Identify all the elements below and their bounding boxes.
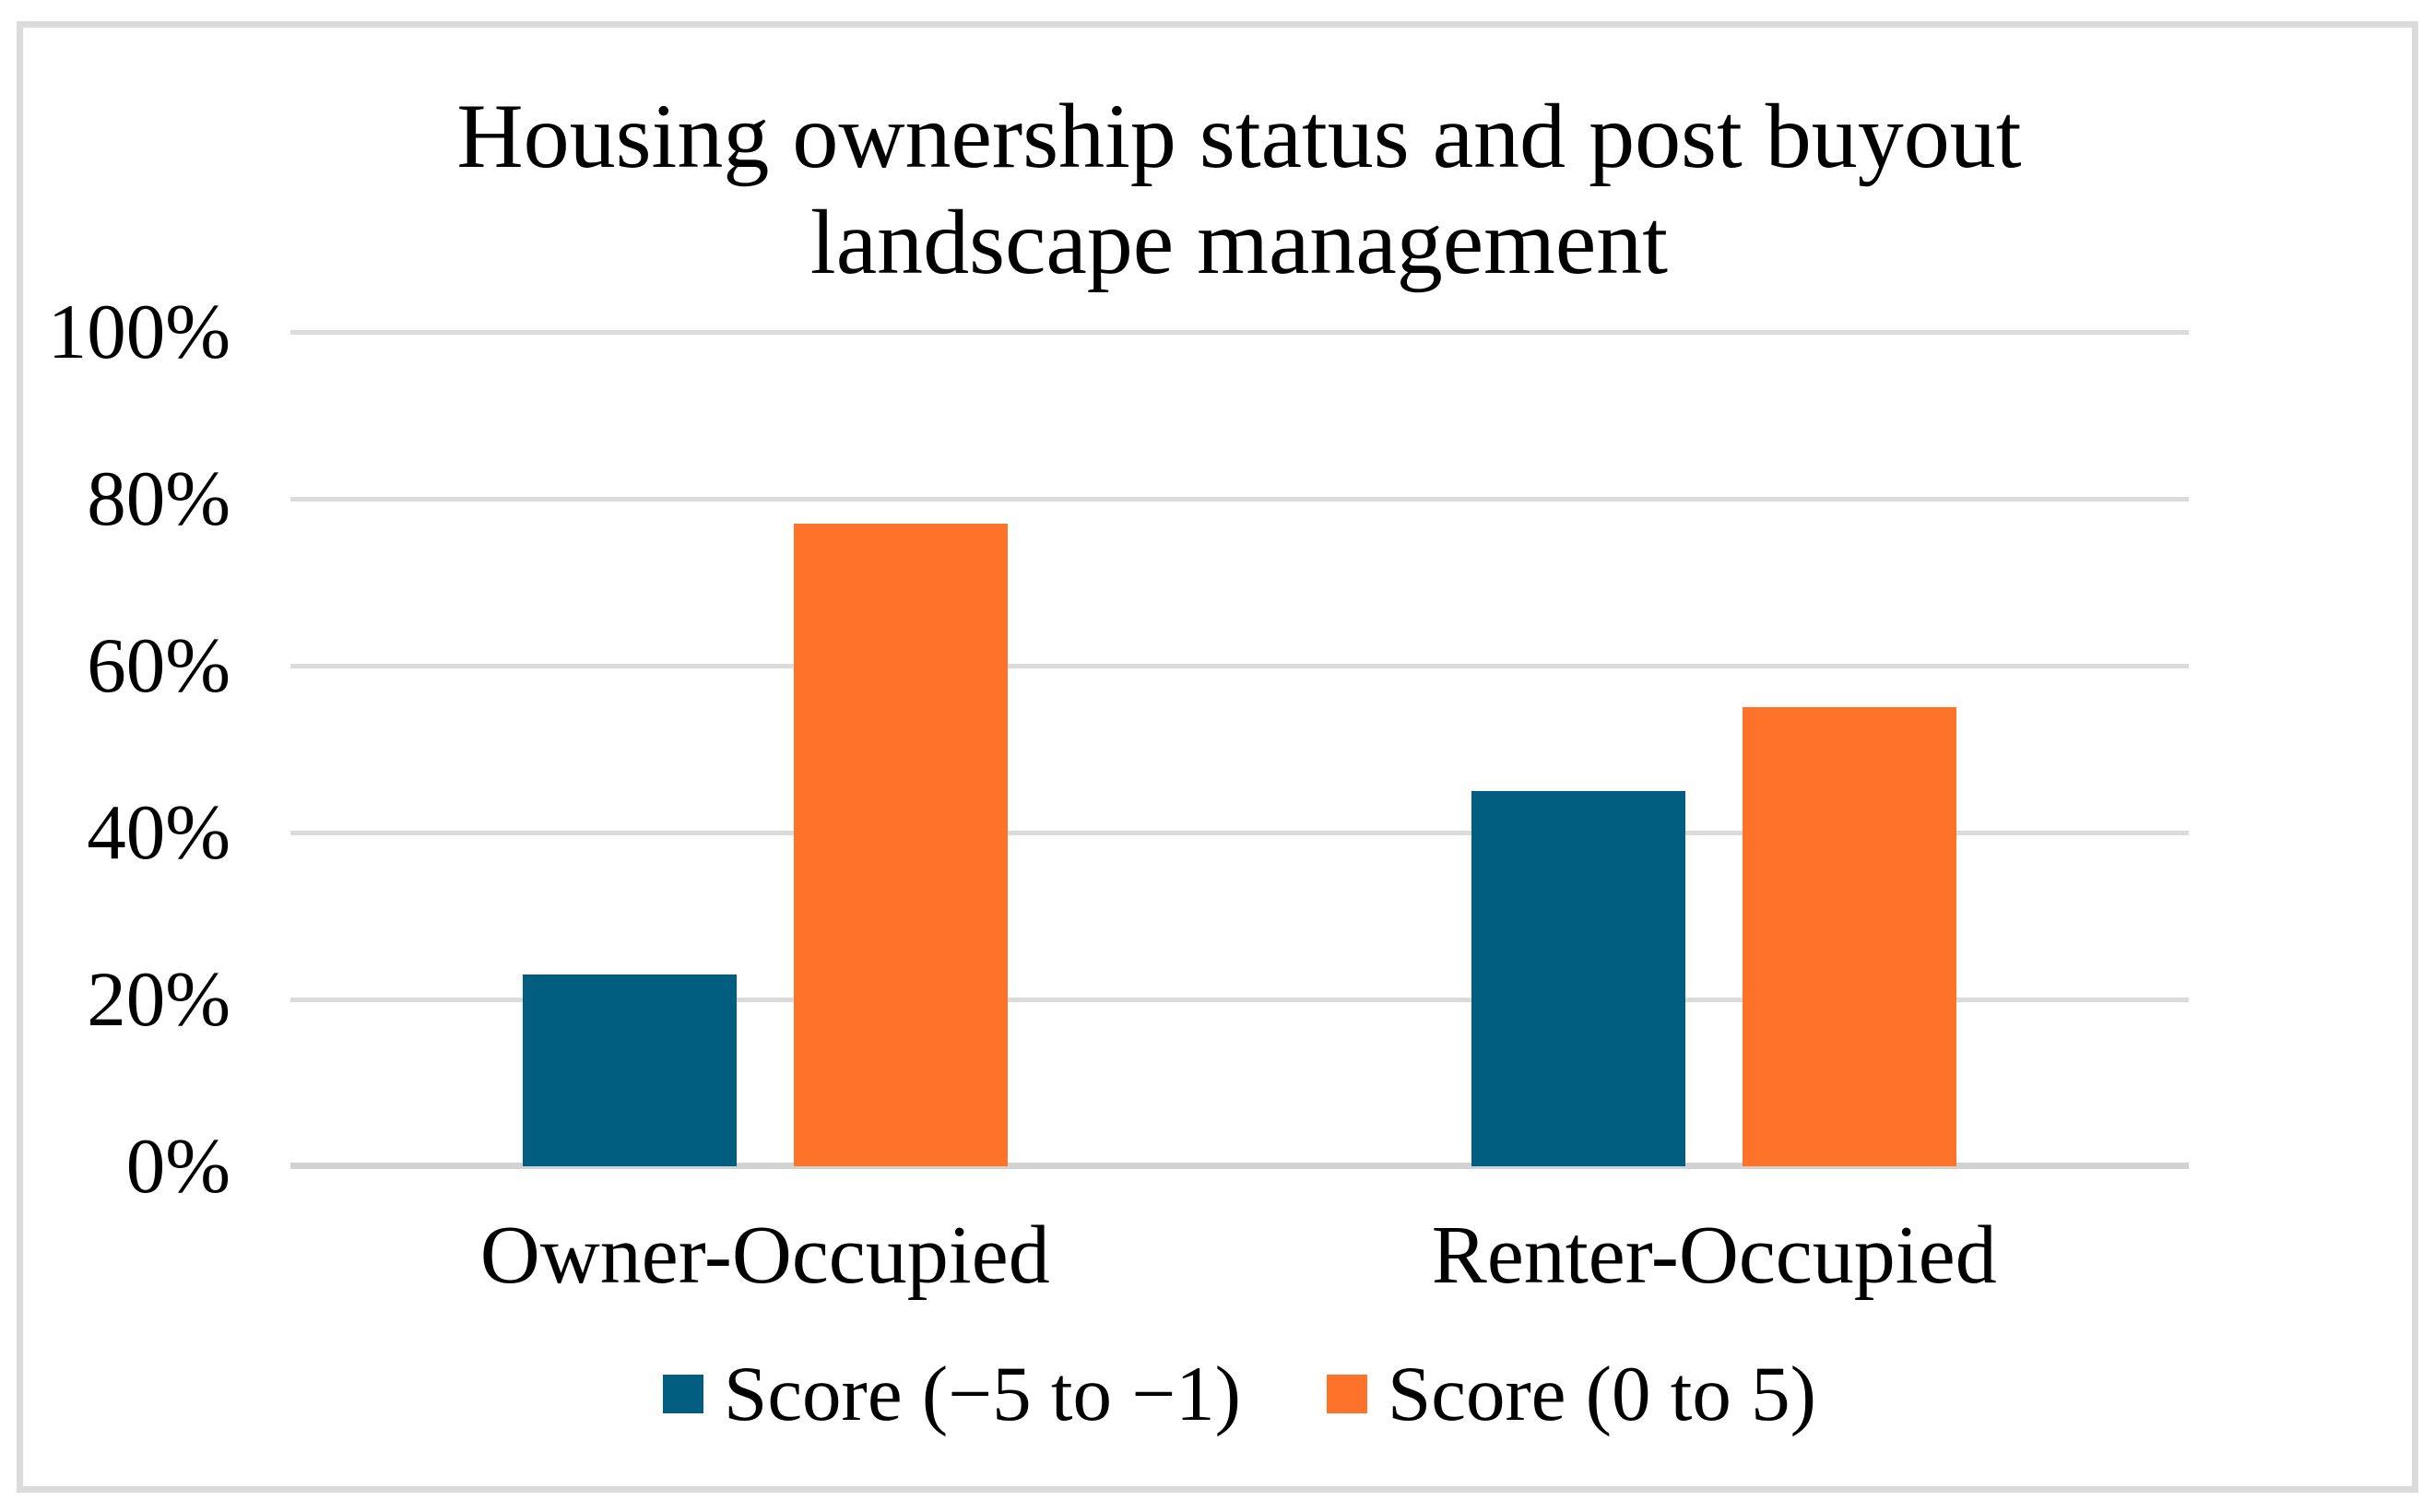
- figure-border: [17, 21, 2418, 1493]
- plot-area: [290, 329, 2189, 1169]
- gridline-60%: [290, 663, 2189, 668]
- category-label-owner-occupied: Owner-Occupied: [479, 1210, 1050, 1301]
- legend-item-positive-score: Score (0 to 5): [1326, 1348, 1816, 1440]
- y-tick-label-80%: 80%: [87, 455, 230, 542]
- y-axis-tick-labels: 0% 20% 40% 60% 80% 100%: [0, 289, 230, 1210]
- gridline-100%: [290, 329, 2189, 335]
- y-tick-label-60%: 60%: [87, 622, 230, 709]
- y-tick-label-40%: 40%: [87, 789, 230, 876]
- chart-title: Housing ownership status and post buyout…: [317, 83, 2161, 295]
- legend-label-positive-score: Score (0 to 5): [1387, 1351, 1816, 1437]
- x-axis-category-labels: Owner-Occupied Renter-Occupied: [290, 1205, 2189, 1325]
- gridline-20%: [290, 997, 2189, 1002]
- bar-renter-occupied-negative-score: [1471, 790, 1686, 1166]
- legend-label-negative-score: Score (−5 to −1): [724, 1351, 1241, 1437]
- chart-title-line2: landscape management: [809, 191, 1669, 293]
- gridline-80%: [290, 496, 2189, 502]
- y-tick-label-0%: 0%: [125, 1123, 230, 1210]
- bar-owner-occupied-negative-score: [522, 974, 737, 1166]
- legend-swatch-positive-score: [1326, 1375, 1367, 1413]
- chart-title-line1: Housing ownership status and post buyout: [456, 85, 2022, 187]
- bar-renter-occupied-positive-score: [1743, 707, 1957, 1166]
- legend-swatch-negative-score: [663, 1375, 704, 1413]
- bar-owner-occupied-positive-score: [793, 524, 1008, 1166]
- y-tick-label-20%: 20%: [87, 956, 230, 1043]
- legend-item-negative-score: Score (−5 to −1): [663, 1348, 1241, 1440]
- gridline-40%: [290, 830, 2189, 835]
- category-label-renter-occupied: Renter-Occupied: [1431, 1210, 1997, 1301]
- x-axis-line: [290, 1163, 2189, 1169]
- legend: Score (−5 to −1) Score (0 to 5): [290, 1348, 2189, 1440]
- y-tick-label-100%: 100%: [47, 289, 230, 375]
